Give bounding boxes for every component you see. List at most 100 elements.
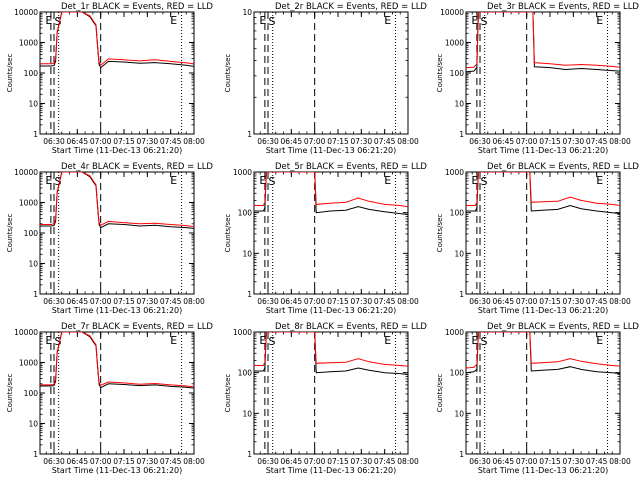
marker-label-e: E <box>471 174 478 187</box>
y-tick-label: 100 <box>450 369 465 378</box>
x-tick-label: 07:00 <box>90 297 112 306</box>
x-tick-label: 08:00 <box>397 457 419 466</box>
marker-label-s: S <box>269 335 276 348</box>
x-tick-label: 06:30 <box>43 297 65 306</box>
marker-label-e: E <box>170 14 177 27</box>
x-tick-label: 07:45 <box>586 137 608 146</box>
x-tick-label: 07:15 <box>327 137 349 146</box>
marker-label-s: S <box>481 335 488 348</box>
marker-label-e: E <box>596 174 603 187</box>
panel-title: Det_4r BLACK = Events, RED = LLD <box>61 162 213 172</box>
marker-label-e: E <box>471 14 478 27</box>
panel-3: Det_3r BLACK = Events, RED = LLD 1 10 100 10… <box>436 2 639 155</box>
series-lld-line <box>254 332 408 367</box>
marker-label-s: S <box>481 15 488 28</box>
x-tick-label: 07:30 <box>351 137 373 146</box>
x-tick-label: 07:45 <box>160 137 182 146</box>
x-axis-label: Start Time (11-Dec-13 06:21:20) <box>52 306 183 315</box>
y-tick-label: 1000 <box>19 199 38 208</box>
x-tick-label: 07:00 <box>516 137 538 146</box>
x-tick-label: 07:30 <box>563 457 585 466</box>
x-tick-label: 06:45 <box>493 137 515 146</box>
y-tick-label: 1 <box>247 130 252 139</box>
y-tick-label: 100 <box>450 209 465 218</box>
x-tick-label: 07:45 <box>374 297 396 306</box>
x-tick-label: 08:00 <box>397 297 419 306</box>
x-tick-label: 07:00 <box>304 297 326 306</box>
panel-6: Det_6r BLACK = Events, RED = LLD 1 10 100 10… <box>436 162 639 315</box>
x-tick-label: 06:30 <box>43 457 65 466</box>
panel-title: Det_3r BLACK = Events, RED = LLD <box>487 2 639 12</box>
x-tick-label: 07:00 <box>516 457 538 466</box>
x-tick-label: 07:45 <box>374 137 396 146</box>
panel-8: Det_8r BLACK = Events, RED = LLD 1 10 100 10… <box>224 322 427 475</box>
y-axis-label: Counts/sec <box>436 54 444 93</box>
panel-title: Det_1r BLACK = Events, RED = LLD <box>61 2 213 12</box>
y-tick-label: 10 <box>28 260 38 269</box>
y-axis-label: Counts/sec <box>6 54 14 93</box>
x-axis-label: Start Time (11-Dec-13 06:21:20) <box>478 466 609 475</box>
marker-label-s: S <box>55 175 62 188</box>
y-tick-label: 10000 <box>14 8 38 17</box>
y-tick-label: 1000 <box>19 39 38 48</box>
x-tick-label: 07:45 <box>160 457 182 466</box>
y-tick-label: 1 <box>247 450 252 459</box>
x-tick-label: 06:30 <box>469 297 491 306</box>
x-tick-label: 08:00 <box>183 297 205 306</box>
x-tick-label: 06:30 <box>257 297 279 306</box>
x-axis-label: Start Time (11-Dec-13 06:21:20) <box>266 146 397 155</box>
series-lld-line <box>466 172 620 206</box>
y-tick-label: 1 <box>33 450 38 459</box>
x-tick-label: 08:00 <box>609 297 631 306</box>
x-tick-label: 07:30 <box>137 137 159 146</box>
x-tick-label: 07:15 <box>113 457 135 466</box>
x-tick-label: 07:15 <box>113 137 135 146</box>
series-lld-line <box>466 12 620 69</box>
y-tick-label: 1000 <box>445 168 464 177</box>
marker-label-e: E <box>259 14 266 27</box>
y-axis-label: Counts/sec <box>224 214 232 253</box>
y-axis-label: Counts/sec <box>224 374 232 413</box>
x-tick-label: 07:30 <box>563 297 585 306</box>
x-tick-label: 06:45 <box>281 137 303 146</box>
x-tick-label: 07:45 <box>586 297 608 306</box>
marker-label-s: S <box>481 175 488 188</box>
plot-frame <box>253 11 409 135</box>
y-tick-label: 10 <box>242 249 252 258</box>
x-axis-label: Start Time (11-Dec-13 06:21:20) <box>478 146 609 155</box>
marker-label-s: S <box>269 15 276 28</box>
y-tick-label: 100 <box>24 69 39 78</box>
x-tick-label: 07:00 <box>516 297 538 306</box>
y-axis-label: Counts/sec <box>436 214 444 253</box>
x-tick-label: 07:15 <box>539 297 561 306</box>
marker-label-e: E <box>170 174 177 187</box>
y-tick-label: 1000 <box>233 328 252 337</box>
x-tick-label: 07:45 <box>160 297 182 306</box>
x-tick-label: 08:00 <box>609 457 631 466</box>
y-tick-label: 100 <box>238 209 253 218</box>
x-tick-label: 06:30 <box>469 137 491 146</box>
x-tick-label: 07:00 <box>90 457 112 466</box>
panel-7: Det_7r BLACK = Events, RED = LLD 1 10 100 10… <box>6 322 213 475</box>
series-lld-line <box>40 172 194 228</box>
plot-frame <box>39 331 195 455</box>
plot-frame <box>253 331 409 455</box>
y-tick-label: 10 <box>28 100 38 109</box>
x-tick-label: 07:15 <box>539 137 561 146</box>
y-tick-label: 10 <box>454 409 464 418</box>
x-tick-label: 08:00 <box>183 457 205 466</box>
y-tick-label: 10000 <box>14 328 38 337</box>
y-tick-label: 100 <box>450 69 465 78</box>
y-tick-label: 10000 <box>14 168 38 177</box>
y-tick-label: 10 <box>242 409 252 418</box>
x-tick-label: 07:00 <box>304 457 326 466</box>
plot-frame <box>253 171 409 295</box>
x-axis-label: Start Time (11-Dec-13 06:21:20) <box>52 466 183 475</box>
panel-4: Det_4r BLACK = Events, RED = LLD 1 10 100 10… <box>6 162 213 315</box>
x-tick-label: 07:15 <box>327 457 349 466</box>
series-lld-line <box>40 12 194 66</box>
x-tick-label: 07:00 <box>90 137 112 146</box>
x-tick-label: 06:45 <box>493 297 515 306</box>
marker-label-e: E <box>45 334 52 347</box>
y-axis-label: Counts/sec <box>224 54 232 93</box>
